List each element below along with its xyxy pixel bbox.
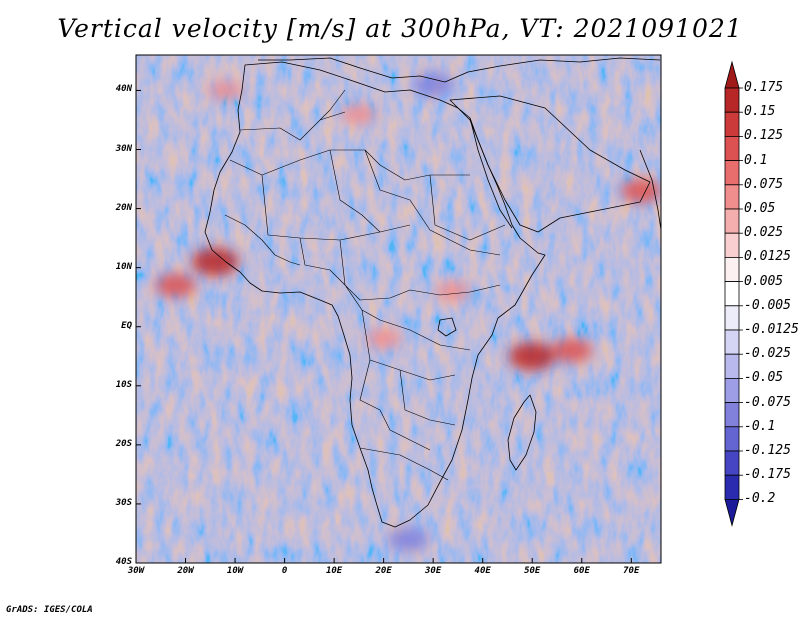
colorbar-level-label: -0.025 xyxy=(744,346,791,362)
colorbar-swatch xyxy=(724,305,740,331)
colorbar-swatch xyxy=(724,329,740,355)
lat-label: 10N xyxy=(115,261,132,272)
lat-label: 20S xyxy=(115,438,132,449)
colorbar-level-label: -0.125 xyxy=(744,443,791,458)
colorbar-swatch xyxy=(724,450,740,476)
colorbar-swatch xyxy=(724,353,740,379)
colorbar-swatch xyxy=(724,184,740,210)
lon-label: 60E xyxy=(573,566,590,576)
mediterranean-coast xyxy=(258,57,661,83)
colorbar-level-label: 0.0125 xyxy=(744,249,791,265)
colorbar-swatch xyxy=(724,256,740,282)
velocity-hotspot xyxy=(192,247,239,276)
colorbar xyxy=(724,60,743,527)
red-sea xyxy=(469,117,513,229)
colorbar-level-label: -0.005 xyxy=(744,297,791,313)
colorbar-level-label: -0.075 xyxy=(744,394,791,410)
colorbar-level-label: 0.025 xyxy=(744,225,784,241)
colorbar-swatch xyxy=(724,232,740,258)
lon-label: 10E xyxy=(325,566,343,576)
velocity-hotspot xyxy=(621,178,661,203)
colorbar-swatch xyxy=(724,426,740,452)
velocity-hotspot xyxy=(509,342,556,371)
colorbar-swatch xyxy=(724,474,740,500)
lon-label: 50E xyxy=(524,566,541,576)
lat-label: EQ xyxy=(121,320,132,331)
lon-label: 0 xyxy=(281,566,288,576)
lon-label: 20E xyxy=(375,566,392,576)
lat-label: 40N xyxy=(115,84,132,95)
inner-borders xyxy=(224,89,506,481)
country-borders xyxy=(204,57,661,528)
colorbar-swatch xyxy=(724,87,740,113)
colorbar-swatch xyxy=(724,160,740,186)
velocity-hotspot xyxy=(208,80,243,101)
plot-frame xyxy=(135,54,662,564)
colorbar-swatch xyxy=(724,111,740,137)
axis-ticks xyxy=(135,89,632,564)
madagascar xyxy=(507,394,537,471)
lon-label: 20W xyxy=(177,566,194,576)
lon-label: 70E xyxy=(623,566,640,576)
velocity-hotspot xyxy=(551,338,592,363)
colorbar-level-label: -0.175 xyxy=(744,467,791,483)
colorbar-level-label: 0.175 xyxy=(744,80,784,95)
lat-label: 20N xyxy=(115,202,132,213)
velocity-hotspot xyxy=(366,328,401,349)
colorbar-swatch xyxy=(724,402,740,428)
lon-label: 30W xyxy=(127,566,145,576)
velocity-hotspot xyxy=(388,527,429,552)
arabian-peninsula xyxy=(449,95,651,233)
grads-credit: GrADS: IGES/COLA xyxy=(6,605,93,615)
lat-label: 40S xyxy=(115,557,132,567)
colorbar-swatch xyxy=(724,377,740,403)
page-title: Vertical velocity [m/s] at 300hPa, VT: 2… xyxy=(57,14,743,43)
colorbar-level-label: 0.05 xyxy=(744,201,776,216)
plot-area xyxy=(136,55,661,563)
colorbar-level-label: -0.2 xyxy=(744,491,776,507)
colorbar-level-label: 0.15 xyxy=(744,104,776,120)
colorbar-level-label: 0.125 xyxy=(744,128,784,144)
colorbar-level-label: -0.1 xyxy=(744,418,776,434)
velocity-hotspot xyxy=(435,281,470,302)
lake-victoria xyxy=(437,317,457,337)
colorbar-swatch xyxy=(724,498,740,527)
lat-label: 10S xyxy=(115,379,132,390)
colorbar-swatch xyxy=(724,281,740,307)
colorbar-swatch xyxy=(724,208,740,234)
colorbar-level-label: 0.005 xyxy=(744,273,784,289)
lon-label: 40E xyxy=(474,566,491,576)
lat-label: 30S xyxy=(115,497,132,508)
india-coast xyxy=(639,149,661,231)
velocity-hotspot xyxy=(413,72,454,97)
velocity-hotspot xyxy=(155,273,196,298)
colorbar-level-label: -0.05 xyxy=(744,370,784,386)
colorbar-swatch xyxy=(724,60,740,89)
colorbar-level-label: -0.0125 xyxy=(744,322,799,337)
velocity-hotspot xyxy=(341,104,376,125)
colorbar-swatch xyxy=(724,135,740,161)
colorbar-level-label: 0.075 xyxy=(744,176,784,192)
lon-label: 10W xyxy=(226,566,244,576)
field-texture xyxy=(136,55,661,563)
lon-label: 30E xyxy=(425,566,442,576)
lat-label: 30N xyxy=(115,143,132,154)
velocity-hotspots xyxy=(155,72,661,552)
colorbar-level-label: 0.1 xyxy=(744,152,768,168)
